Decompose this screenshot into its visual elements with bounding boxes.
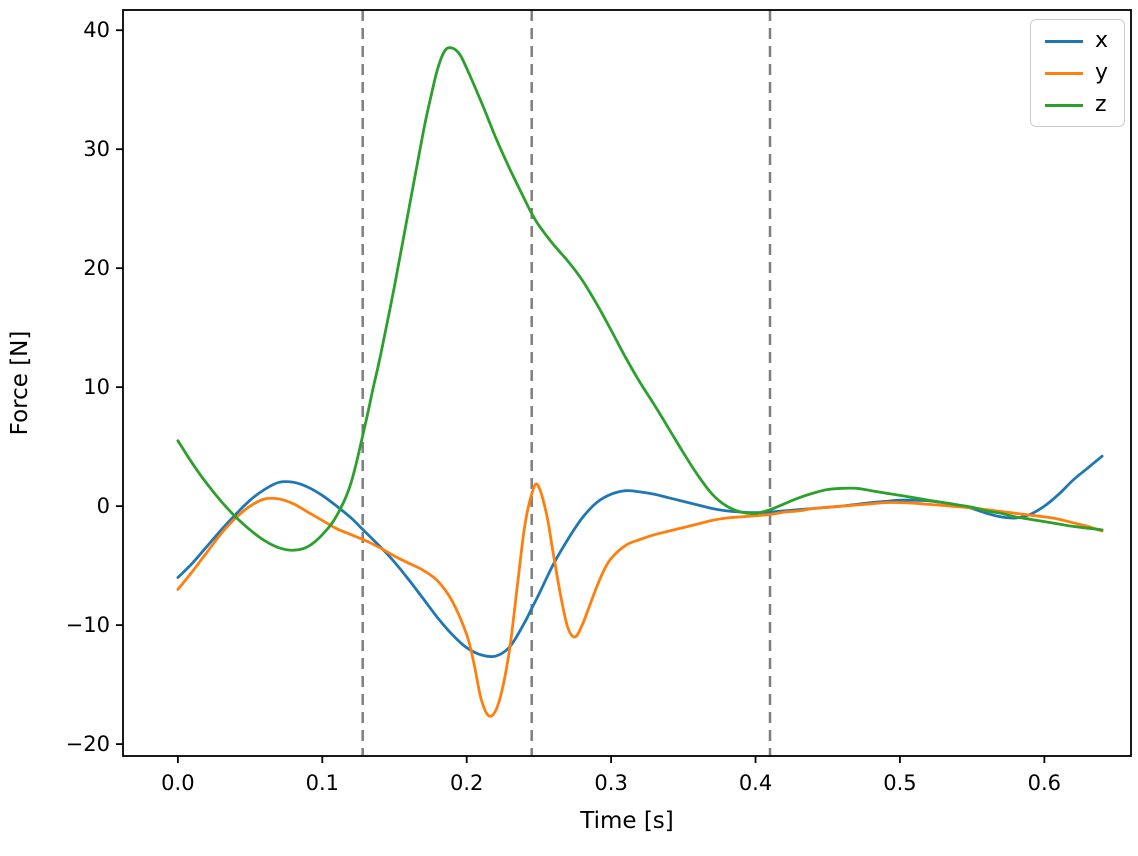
series-lines (176, 46, 1104, 718)
series-line-z (176, 46, 1104, 552)
y-tick-label: 0 (97, 494, 110, 518)
y-tick-label: 20 (83, 256, 110, 280)
event-vlines (361, 10, 772, 756)
y-axis-label: Force [N] (7, 331, 33, 436)
series-line-y (176, 482, 1104, 718)
legend: x y z (1029, 19, 1125, 127)
legend-line-swatch-z (1044, 103, 1083, 107)
legend-entry-z: z (1044, 92, 1108, 117)
y-tick-label: −20 (66, 732, 110, 756)
axes-box (122, 9, 1132, 757)
x-tick-label: 0.6 (1028, 771, 1061, 795)
y-tick-label: 10 (83, 375, 110, 399)
legend-label-y: y (1094, 60, 1108, 85)
ticks: 0.0 0.1 0.2 0.3 0.4 0.5 0.6 −20 −10 0 10 20 30 40 (66, 18, 1061, 795)
x-tick-label: 0.4 (739, 771, 772, 795)
x-tick-label: 0.1 (306, 771, 339, 795)
legend-line-swatch-y (1044, 71, 1083, 75)
x-tick-label: 0.2 (450, 771, 483, 795)
x-tick-label: 0.0 (161, 771, 194, 795)
legend-entry-x: x (1044, 28, 1108, 53)
legend-line-swatch-x (1044, 39, 1083, 43)
y-tick-label: −10 (66, 613, 110, 637)
y-tick-label: 30 (83, 137, 110, 161)
legend-label-z: z (1094, 92, 1107, 117)
y-tick-label: 40 (83, 18, 110, 42)
legend-label-x: x (1094, 28, 1108, 53)
legend-entry-y: y (1044, 60, 1108, 85)
x-axis-label: Time [s] (579, 808, 674, 834)
x-tick-label: 0.3 (594, 771, 627, 795)
x-tick-label: 0.5 (883, 771, 916, 795)
series-line-x (176, 454, 1104, 659)
